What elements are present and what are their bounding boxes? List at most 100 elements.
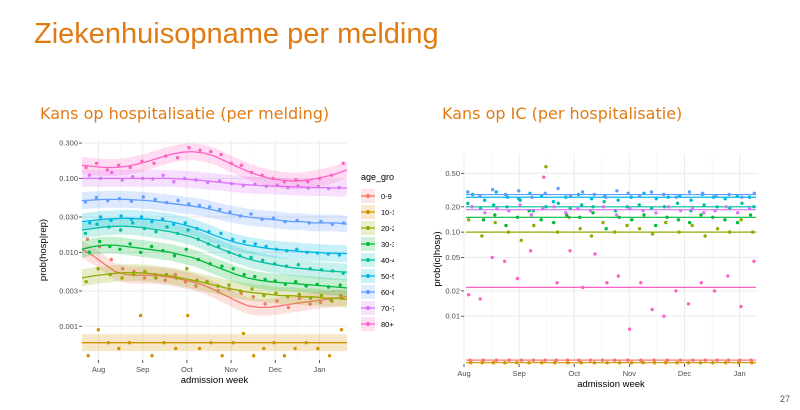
data-point-10-19 bbox=[252, 354, 256, 358]
data-point-70-79 bbox=[747, 207, 752, 211]
data-point-0-9 bbox=[85, 237, 90, 241]
data-point-60-69 bbox=[330, 222, 335, 226]
data-point-10-19 bbox=[241, 331, 246, 336]
data-point-50-59 bbox=[242, 239, 246, 244]
legend-label-80+: 80+ bbox=[381, 320, 394, 329]
legend-key-dot-60-69 bbox=[366, 290, 370, 294]
data-point-60-69 bbox=[197, 203, 202, 208]
data-point-60-69 bbox=[604, 195, 608, 199]
data-point-50-59 bbox=[160, 217, 165, 221]
data-point-70-79 bbox=[654, 211, 658, 215]
data-point-30-39 bbox=[87, 250, 91, 254]
data-point-80+ bbox=[318, 176, 322, 181]
data-point-60-69 bbox=[271, 216, 276, 220]
data-point-60-69 bbox=[615, 189, 619, 193]
y-axis-label: prob(ic|hosp) bbox=[432, 231, 443, 286]
data-point-50-59 bbox=[616, 198, 620, 202]
data-point-40-49 bbox=[227, 250, 231, 254]
legend-key-dot-50-59 bbox=[366, 274, 370, 278]
data-point-60-69 bbox=[752, 191, 756, 195]
data-point-70-79 bbox=[702, 211, 706, 215]
data-point-80+ bbox=[294, 178, 298, 182]
confidence-band-20-29 bbox=[82, 264, 347, 308]
data-point-10-19 bbox=[579, 361, 583, 365]
data-point-80+ bbox=[593, 252, 597, 256]
data-point-60-69 bbox=[503, 192, 508, 197]
data-point-40-49 bbox=[466, 201, 470, 205]
trend-line-80+ bbox=[81, 150, 348, 182]
data-point-40-49 bbox=[752, 205, 756, 209]
data-point-30-39 bbox=[283, 282, 288, 286]
data-point-20-29 bbox=[227, 283, 231, 287]
data-point-50-59 bbox=[747, 195, 752, 199]
data-point-40-49 bbox=[702, 203, 706, 207]
data-point-70-79 bbox=[120, 178, 125, 182]
data-point-30-39 bbox=[231, 267, 235, 271]
data-point-60-69 bbox=[556, 186, 560, 191]
data-point-70-79 bbox=[241, 183, 246, 188]
data-point-70-79 bbox=[217, 179, 222, 183]
data-point-80+ bbox=[490, 255, 494, 260]
data-point-10-19 bbox=[566, 361, 570, 365]
legend-label-40-49: 40-49 bbox=[381, 256, 394, 265]
data-point-80+ bbox=[466, 293, 471, 297]
data-point-10-19 bbox=[117, 346, 121, 351]
data-point-20-29 bbox=[238, 289, 242, 293]
data-point-10-19 bbox=[162, 341, 166, 345]
data-point-0-9 bbox=[183, 280, 188, 284]
y-tick-label: 0.003 bbox=[59, 286, 78, 295]
data-point-60-69 bbox=[260, 217, 264, 221]
data-point-0-9 bbox=[163, 278, 167, 282]
data-point-20-29 bbox=[154, 276, 158, 280]
data-point-0-9 bbox=[678, 358, 682, 362]
x-axis-label: admission week bbox=[577, 379, 645, 390]
trend-line-30-39 bbox=[81, 244, 348, 289]
data-point-60-69 bbox=[740, 195, 744, 199]
legend-key-dot-70-79 bbox=[366, 306, 370, 310]
data-point-20-29 bbox=[739, 218, 743, 222]
data-point-40-49 bbox=[142, 226, 147, 231]
data-point-0-9 bbox=[519, 358, 524, 362]
data-point-40-49 bbox=[556, 201, 560, 205]
data-point-50-59 bbox=[172, 222, 176, 226]
data-point-50-59 bbox=[183, 221, 187, 225]
data-point-10-19 bbox=[282, 354, 287, 358]
data-point-40-49 bbox=[119, 228, 123, 232]
data-point-60-69 bbox=[662, 192, 666, 197]
data-point-80+ bbox=[260, 173, 264, 177]
data-point-20-29 bbox=[174, 276, 179, 280]
data-point-0-9 bbox=[577, 358, 581, 362]
data-point-70-79 bbox=[264, 184, 269, 188]
data-point-10-19 bbox=[652, 361, 657, 365]
data-point-80+ bbox=[639, 281, 643, 285]
data-point-0-9 bbox=[613, 358, 617, 362]
data-point-0-9 bbox=[639, 358, 643, 362]
data-point-10-19 bbox=[316, 346, 320, 351]
data-point-30-39 bbox=[149, 244, 154, 249]
data-point-0-9 bbox=[726, 358, 731, 362]
data-point-70-79 bbox=[99, 176, 103, 181]
data-point-10-19 bbox=[686, 361, 691, 365]
data-point-20-29 bbox=[195, 278, 199, 282]
data-point-70-79 bbox=[194, 178, 198, 182]
data-point-70-79 bbox=[110, 170, 114, 175]
data-point-60-69 bbox=[342, 221, 346, 225]
data-point-30-39 bbox=[617, 215, 621, 219]
data-point-30-39 bbox=[676, 218, 681, 222]
data-point-60-69 bbox=[466, 190, 470, 194]
data-point-10-19 bbox=[553, 361, 557, 365]
data-point-0-9 bbox=[297, 296, 302, 300]
data-point-0-9 bbox=[626, 358, 630, 362]
data-point-80+ bbox=[528, 249, 533, 253]
data-point-70-79 bbox=[306, 186, 310, 190]
legend-label-60-69: 60-69 bbox=[381, 288, 394, 297]
data-point-80+ bbox=[752, 259, 756, 263]
data-point-0-9 bbox=[263, 302, 267, 306]
data-point-50-59 bbox=[231, 237, 235, 241]
data-point-80+ bbox=[329, 173, 334, 177]
data-point-50-59 bbox=[207, 230, 211, 234]
data-point-30-39 bbox=[504, 223, 508, 228]
data-point-80+ bbox=[116, 163, 121, 167]
y-tick-label: 0.50 bbox=[445, 169, 460, 178]
data-point-50-59 bbox=[219, 231, 223, 236]
